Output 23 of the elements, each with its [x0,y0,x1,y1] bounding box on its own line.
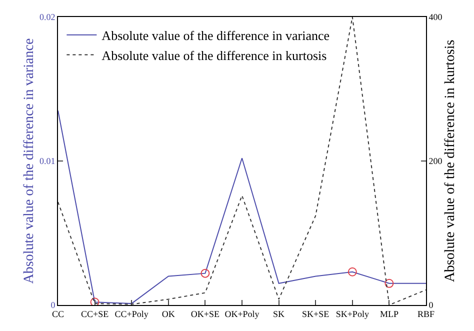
legend-label: Absolute value of the difference in kurtosis [102,48,327,63]
y2-tick-label: 400 [428,12,443,22]
y-tick-label: 0.02 [39,12,56,22]
y2-tick-label: 0 [428,300,434,310]
x-tick-label: SK+Poly [336,308,370,319]
x-tick-label: CC+SE [81,308,110,319]
y2-axis-title: Absolute value of the difference in kurtosis [443,40,458,282]
x-tick-label: SK+SE [302,308,330,319]
x-tick-label: CC [52,308,64,319]
y2-tick-label: 200 [428,156,443,166]
x-tick-label: SK [273,308,286,319]
line-series [58,110,426,304]
x-tick-label: OK+Poly [224,308,260,319]
y-tick-label: 0.01 [39,156,56,166]
y-tick-label: 0 [50,300,56,310]
x-tick-label: CC+Poly [114,308,149,319]
x-tick-label: RBF [417,308,435,319]
x-tick-label: OK+SE [190,308,220,319]
line-series [58,17,426,305]
legend-label: Absolute value of the difference in variance [102,28,330,43]
y-axis-title: Absolute value of the difference in variance [22,38,38,284]
x-tick-label: MLP [380,308,398,319]
x-tick-label: OK [162,308,176,319]
